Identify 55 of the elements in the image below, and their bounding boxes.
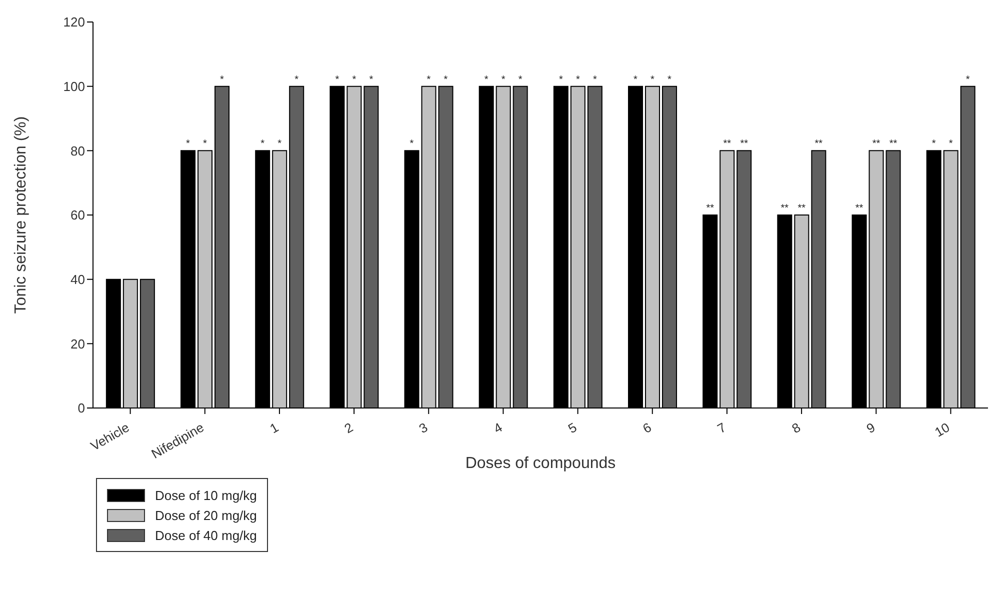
data-label: * bbox=[576, 74, 580, 86]
data-label: * bbox=[650, 74, 655, 86]
x-tick-label: 8 bbox=[789, 420, 804, 436]
data-label: * bbox=[186, 138, 190, 150]
data-label: * bbox=[966, 74, 970, 86]
data-label: ** bbox=[723, 138, 732, 150]
data-label: * bbox=[668, 74, 672, 86]
y-tick-label: 20 bbox=[70, 336, 85, 352]
x-tick-label: 3 bbox=[416, 420, 430, 436]
y-tick-label: 40 bbox=[70, 272, 85, 287]
data-label: ** bbox=[872, 138, 880, 150]
x-tick-label: 4 bbox=[490, 420, 505, 436]
data-label: ** bbox=[889, 138, 898, 150]
data-label: ** bbox=[780, 203, 789, 214]
data-label: * bbox=[948, 138, 953, 150]
data-label: ** bbox=[740, 138, 748, 150]
y-tick-label: 120 bbox=[63, 14, 85, 30]
y-tick-label: 100 bbox=[63, 78, 85, 94]
legend-label: Dose of 40 mg/kg bbox=[155, 528, 257, 542]
data-label: ** bbox=[798, 203, 806, 214]
data-label: * bbox=[294, 74, 299, 86]
data-label: * bbox=[444, 74, 448, 86]
data-label: * bbox=[352, 74, 356, 86]
data-label: * bbox=[278, 138, 282, 150]
legend-label: Dose of 10 mg/kg bbox=[155, 488, 257, 502]
y-tick-label: 0 bbox=[78, 400, 85, 416]
data-label: ** bbox=[855, 203, 864, 214]
data-label: * bbox=[592, 74, 597, 86]
x-tick-label: 7 bbox=[714, 420, 728, 436]
data-label: * bbox=[426, 74, 431, 86]
data-label: ** bbox=[706, 203, 714, 214]
data-label: * bbox=[260, 138, 265, 150]
data-label: * bbox=[932, 138, 936, 150]
data-label: * bbox=[220, 74, 224, 86]
data-label: * bbox=[335, 74, 340, 86]
data-label: ** bbox=[814, 138, 823, 150]
data-label: * bbox=[410, 138, 414, 150]
x-tick-label: 5 bbox=[566, 420, 580, 436]
data-label: * bbox=[518, 74, 522, 86]
data-label: * bbox=[558, 74, 563, 86]
x-tick-label: 10 bbox=[932, 420, 952, 440]
data-label: * bbox=[369, 74, 374, 86]
data-label: * bbox=[484, 74, 488, 86]
x-axis-title: Doses of compounds bbox=[465, 455, 616, 472]
y-tick-label: 60 bbox=[70, 208, 85, 223]
x-tick-label: 1 bbox=[267, 420, 281, 436]
data-label: * bbox=[203, 138, 208, 150]
x-tick-label: 6 bbox=[640, 420, 654, 436]
y-axis-title: Tonic seizure protection (%) bbox=[12, 116, 30, 314]
x-tick-label: 9 bbox=[864, 420, 878, 436]
data-label: * bbox=[501, 74, 506, 86]
legend-label: Dose of 20 mg/kg bbox=[155, 508, 257, 522]
data-label: * bbox=[634, 74, 638, 86]
x-tick-label: 2 bbox=[342, 420, 356, 436]
y-tick-label: 80 bbox=[70, 143, 85, 158]
